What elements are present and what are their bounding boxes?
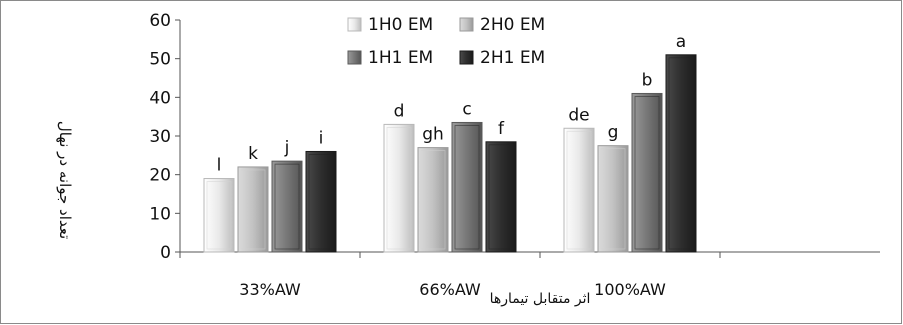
bar-bevel (566, 130, 592, 250)
y-tick-label: 0 (160, 243, 171, 263)
bar (383, 123, 415, 253)
bar-bevel (274, 163, 300, 250)
bar (305, 150, 337, 253)
y-tick-label: 30 (149, 127, 171, 147)
legend-label: 2H1 EM (480, 48, 545, 68)
bar-bevel (308, 154, 334, 250)
bar (203, 178, 235, 253)
y-axis-label: تعداد جوانه در نهال (56, 121, 74, 239)
legend-swatch (347, 50, 362, 65)
y-tick-label: 60 (149, 11, 171, 31)
bar-significance-label: g (608, 123, 619, 143)
x-tick-label: 33%AW (239, 280, 301, 299)
bar (631, 92, 663, 253)
bar (665, 54, 697, 253)
bar-bevel (488, 144, 514, 250)
bar-significance-label: de (568, 105, 589, 125)
bar-significance-label: k (248, 144, 258, 164)
bar-significance-label: c (462, 99, 471, 119)
bar-bevel (206, 181, 232, 250)
x-tick-label: 66%AW (419, 280, 481, 299)
legend-label: 1H1 EM (368, 48, 433, 68)
legend: 1H0 EM 2H0 EM 1H1 EM 2H1 EM (347, 15, 545, 68)
x-tick-label: 100%AW (594, 280, 666, 299)
legend-label: 1H0 EM (368, 15, 433, 35)
bar (237, 166, 269, 253)
bar-bevel (668, 57, 694, 250)
bar-significance-label: f (498, 119, 505, 139)
legend-swatch (347, 17, 362, 32)
bar-significance-label: l (217, 156, 222, 176)
legend-swatch (459, 17, 474, 32)
bar (417, 147, 449, 253)
x-axis-label: اثر متقابل تیمارها (490, 291, 591, 307)
bar-bevel (386, 127, 412, 250)
y-tick-label: 40 (149, 88, 171, 108)
legend-swatch (459, 50, 474, 65)
bar-bevel (634, 96, 660, 250)
bar (597, 145, 629, 253)
bar-significance-label: gh (422, 125, 444, 145)
bar (451, 121, 483, 253)
bar-significance-label: d (394, 101, 405, 121)
axes: 0 10 20 30 40 50 60 33%AW 66%AW 100%AW (149, 11, 880, 299)
y-tick-label: 10 (149, 204, 171, 224)
bar-bevel (454, 125, 480, 250)
bar-significance-label: i (319, 128, 324, 148)
bar-bevel (420, 150, 446, 250)
y-tick-label: 50 (149, 50, 171, 70)
y-tick-label: 20 (149, 166, 171, 186)
bars (203, 54, 697, 253)
bar-significance-label: j (284, 138, 290, 158)
bar-bevel (240, 169, 266, 250)
bar (485, 141, 517, 253)
bar-bevel (600, 148, 626, 250)
bar (563, 127, 595, 253)
bar-significance-label: a (676, 32, 686, 52)
bar-labels: l d de k gh g j c b i f a (217, 32, 687, 176)
bar-significance-label: b (642, 70, 653, 90)
legend-label: 2H0 EM (480, 15, 545, 35)
bar (271, 160, 303, 253)
